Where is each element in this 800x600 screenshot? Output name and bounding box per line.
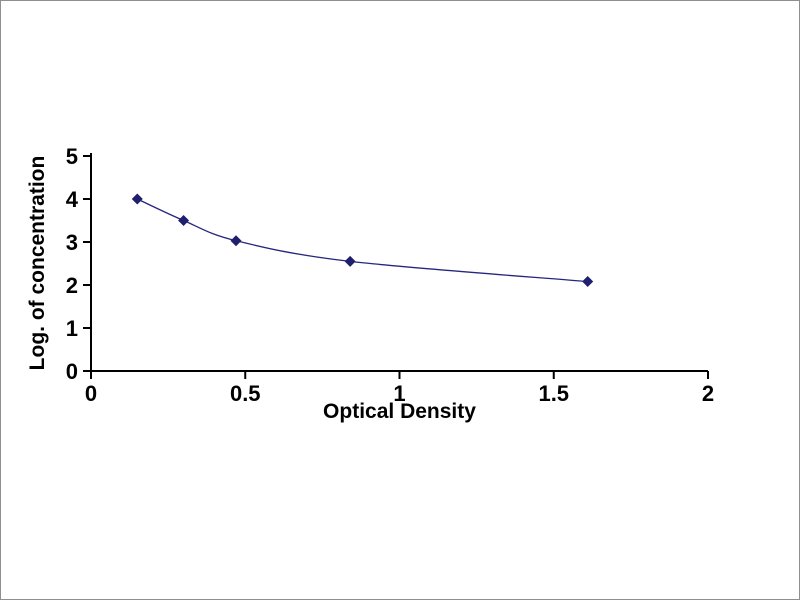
x-tick-label: 0.5 (230, 381, 261, 406)
y-tick-label: 5 (66, 144, 78, 169)
x-tick-label: 2 (702, 381, 714, 406)
y-tick-label: 2 (66, 273, 78, 298)
x-axis-title: Optical Density (323, 400, 476, 423)
y-tick-label: 3 (66, 230, 78, 255)
data-point-marker (131, 193, 143, 205)
y-tick-label: 0 (66, 359, 78, 384)
y-tick-label: 4 (66, 187, 79, 212)
x-tick-label: 1 (393, 381, 405, 406)
data-point-marker (230, 235, 242, 247)
x-tick-label: 1.5 (538, 381, 569, 406)
data-point-marker (178, 215, 190, 226)
data-point-marker (344, 255, 356, 267)
y-axis-title: Log. of concentration (26, 155, 49, 371)
y-tick-label: 1 (66, 316, 78, 341)
data-point-marker (582, 276, 594, 288)
x-tick-label: 0 (85, 381, 97, 406)
standard-curve-line (137, 198, 588, 283)
